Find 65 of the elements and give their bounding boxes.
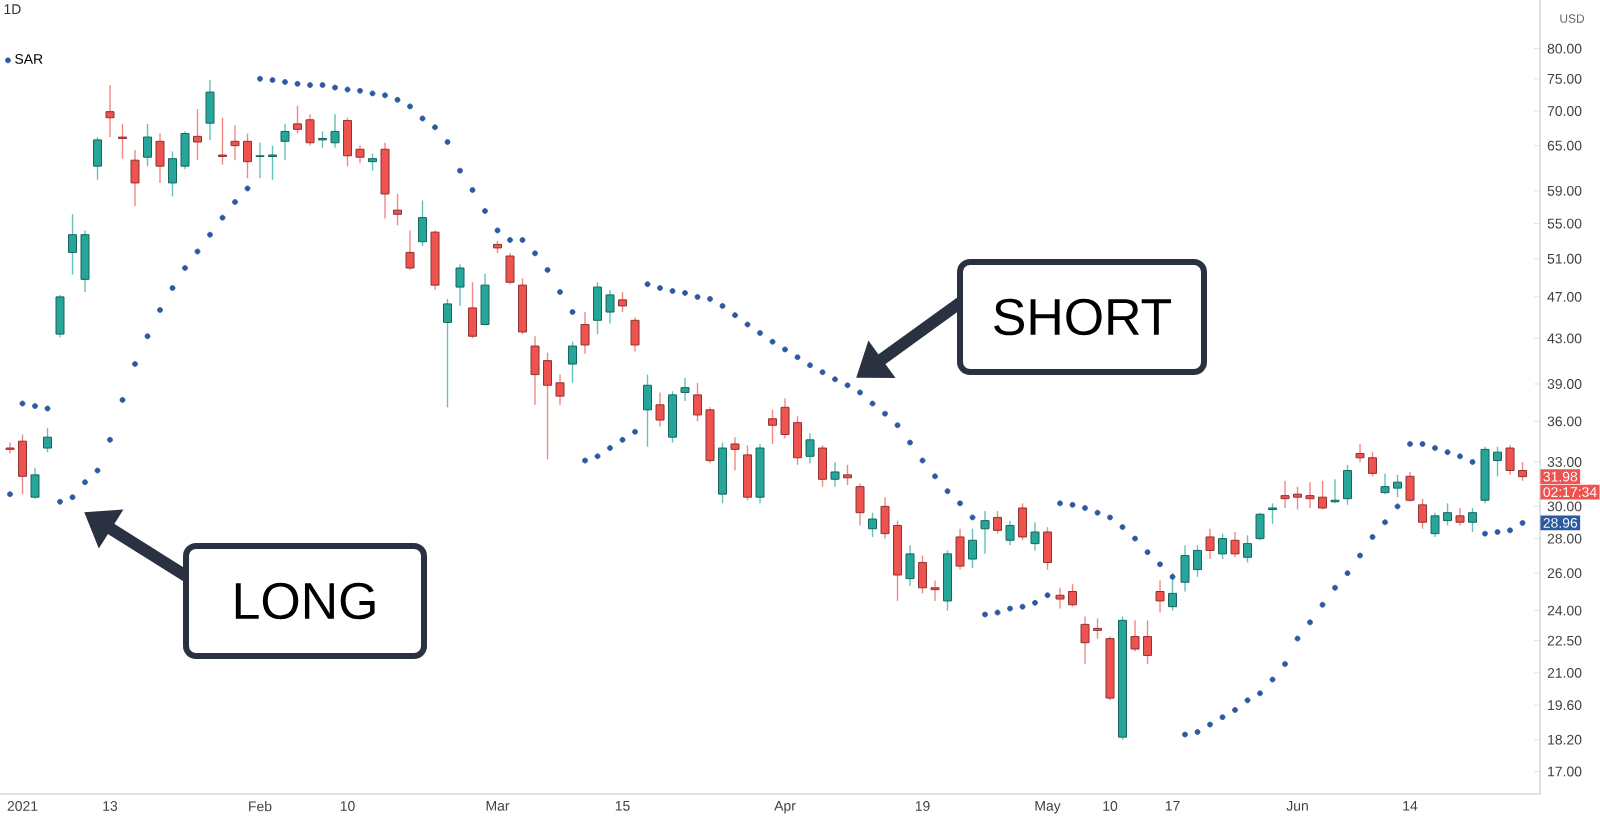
candlestick [1005,519,1015,547]
candlestick [730,436,740,472]
candlestick [580,311,590,355]
candlestick [1030,521,1040,552]
candlestick [155,132,165,184]
candlestick [955,528,965,571]
candlestick [1468,507,1478,533]
candlestick [1018,502,1028,541]
candlestick [380,142,390,220]
candlestick [1405,471,1415,503]
candlestick [968,528,978,569]
candlestick [1218,532,1228,560]
candlestick [830,461,840,488]
candlestick [105,84,115,138]
candlestick [993,510,1003,535]
candlestick [1268,502,1278,525]
candlestick [643,373,653,448]
candlestick [205,79,215,141]
candlestick [1343,464,1353,506]
candlestick [143,123,153,167]
annotation: LONG [235,582,375,620]
candlestick [455,263,465,307]
candlestick [130,149,140,207]
candlestick [1043,526,1053,571]
candlestick [518,277,528,335]
candlestick [618,291,628,313]
candlestick [943,549,953,612]
candlestick [1230,531,1240,559]
candlestick [855,482,865,527]
candlestick [218,117,228,166]
candlestick [405,229,415,271]
candlestick [805,432,815,465]
candlestick [468,281,478,340]
candlestick [905,544,915,587]
candlestick [280,123,290,161]
candlestick [680,377,690,402]
candlestick [1255,512,1265,541]
candlestick [818,444,828,488]
candlestick [630,316,640,353]
candlestick [30,466,40,500]
candlestick [1155,579,1165,614]
candlestick [93,136,103,181]
candlestick [443,298,453,409]
annotation: SHORT [994,298,1172,336]
candlestick [505,252,515,285]
candlestick [718,441,728,505]
candlestick [55,294,65,339]
candlestick [1418,498,1428,530]
candlestick [480,272,490,327]
candlestick [668,390,678,444]
candlestick [418,199,428,247]
candlestick [1205,528,1215,560]
candlestick [568,340,578,384]
candlestick [393,193,403,226]
candlestick [193,108,203,161]
candlestick [118,123,128,160]
candlestick [980,510,990,555]
candlestick [1243,534,1253,564]
candlestick [1168,572,1178,612]
candlestick [868,512,878,538]
candlestick [843,464,853,486]
candlestick [1330,478,1340,505]
candlestick [743,444,753,501]
candlestick [43,427,53,453]
candlestick [655,391,665,428]
